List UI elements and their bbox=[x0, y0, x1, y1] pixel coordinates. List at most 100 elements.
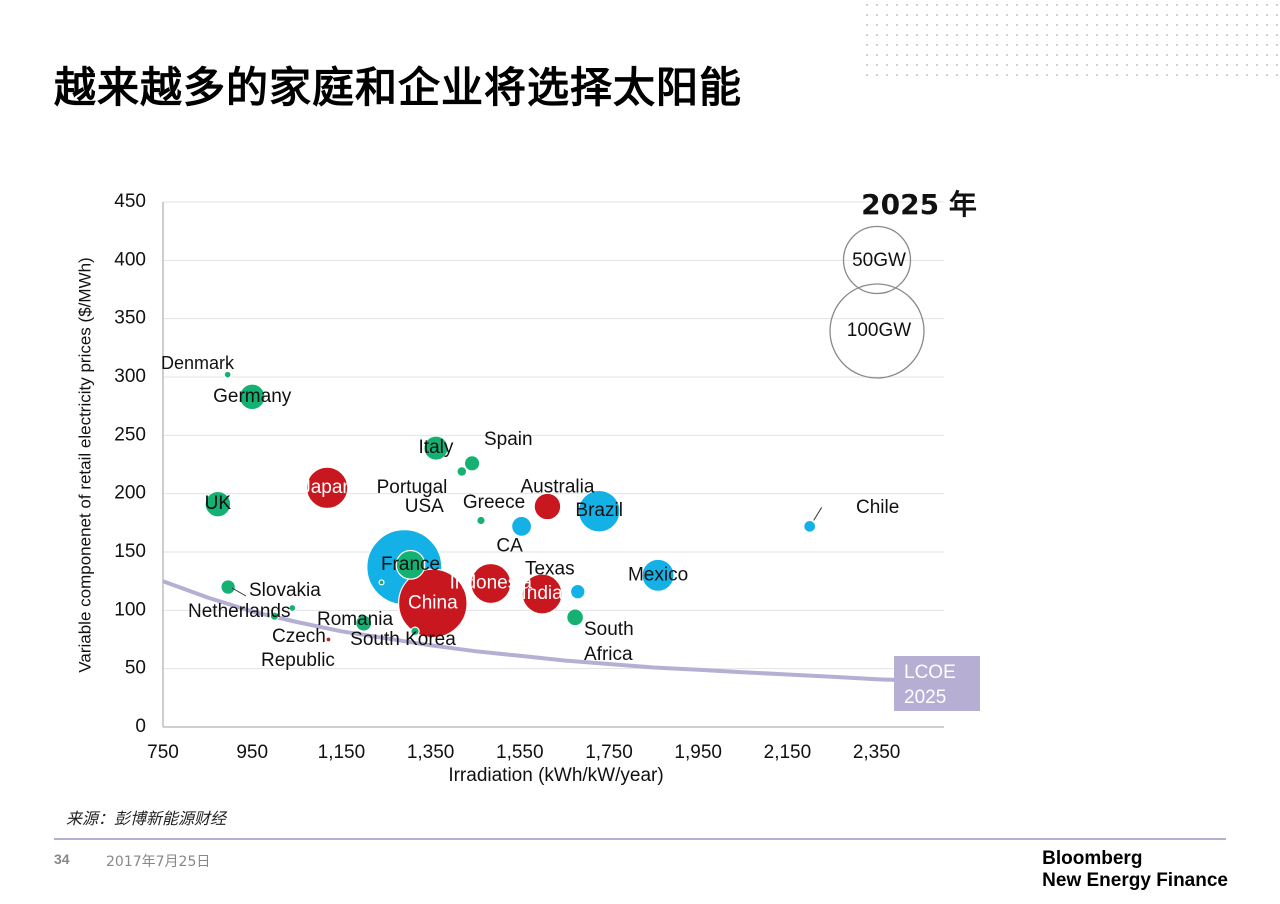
bubble-south-korea bbox=[410, 626, 420, 637]
slovakia-leader bbox=[231, 587, 247, 597]
chart-title: 2025 年 bbox=[861, 188, 977, 221]
bubble-south-africa bbox=[566, 608, 585, 627]
label-italy: Italy bbox=[419, 437, 454, 458]
bubble-mexico bbox=[641, 558, 675, 592]
legend-circle-50gw bbox=[842, 225, 912, 295]
x-tick-label: 1,350 bbox=[407, 742, 455, 763]
size-legend: 2025 年 50GW 100GW bbox=[829, 188, 977, 379]
footer-divider bbox=[54, 838, 1226, 840]
bubble-china bbox=[398, 568, 468, 639]
bubble-texas bbox=[569, 583, 586, 600]
x-axis-title: Irradiation (kWh/kW/year) bbox=[448, 765, 663, 786]
label-japan: Japan bbox=[301, 477, 353, 498]
x-tick-label: 2,150 bbox=[764, 742, 812, 763]
chile-leader bbox=[813, 507, 823, 521]
label-australia: Australia bbox=[520, 477, 594, 498]
bubble-small2 bbox=[378, 579, 385, 586]
bubble-slovakia bbox=[220, 579, 236, 595]
legend-label-100gw: 100GW bbox=[847, 320, 911, 341]
bubble-denmark bbox=[223, 370, 232, 379]
footer-date: 2017年7月25日 bbox=[106, 854, 211, 870]
x-tick-label: 950 bbox=[236, 742, 268, 763]
label-czech-republic: Czech bbox=[272, 626, 326, 647]
label-south-korea: South Korea bbox=[350, 629, 456, 650]
label-germany: Germany bbox=[213, 386, 292, 407]
label-romania: Romania bbox=[317, 609, 393, 630]
label-slovakia: Slovakia bbox=[249, 580, 321, 601]
label-south-africa-2: Africa bbox=[584, 644, 633, 665]
label-france: France bbox=[381, 554, 440, 575]
label-usa: USA bbox=[405, 496, 444, 517]
lcoe-curve-group: LCOE 2025 bbox=[162, 579, 980, 711]
y-tick-label: 250 bbox=[114, 424, 146, 445]
lcoe-curve bbox=[162, 579, 944, 685]
label-uk: UK bbox=[205, 493, 232, 514]
y-tick-label: 50 bbox=[125, 658, 146, 679]
y-axis-title: Variable componenet of retail electricit… bbox=[75, 257, 94, 672]
brand-line-2: New Energy Finance bbox=[1042, 870, 1228, 891]
chart-grid bbox=[163, 201, 944, 670]
x-tick-label: 1,950 bbox=[674, 742, 722, 763]
y-tick-label: 100 bbox=[114, 599, 146, 620]
decorative-dot-pattern bbox=[862, 0, 1280, 82]
bubble-portugal bbox=[456, 466, 468, 477]
bubble-japan bbox=[305, 466, 349, 510]
label-brazil: Brazil bbox=[575, 500, 623, 521]
label-mexico: Mexico bbox=[628, 564, 688, 585]
bubble-greece bbox=[476, 515, 486, 526]
x-tick-label: 1,150 bbox=[318, 742, 366, 763]
chart-axes: 0 50 100 150 200 250 300 350 400 450 750 950 1,150 1,… bbox=[75, 191, 944, 786]
bubble-indonesia bbox=[470, 562, 512, 605]
label-china: China bbox=[408, 592, 458, 613]
x-tick-label: 2,350 bbox=[853, 742, 901, 763]
legend-label-50gw: 50GW bbox=[852, 250, 906, 271]
bubble-netherlands bbox=[288, 603, 297, 613]
label-czech-republic-2: Republic bbox=[261, 650, 335, 671]
bubble-germany bbox=[238, 383, 266, 411]
x-tick-label: 1,750 bbox=[585, 742, 633, 763]
bubble-india bbox=[521, 573, 563, 615]
label-ca: CA bbox=[496, 535, 523, 556]
label-south-africa: South bbox=[584, 619, 634, 640]
page-title: 越来越多的家庭和企业将选择太阳能 bbox=[54, 63, 743, 112]
y-tick-label: 400 bbox=[114, 249, 146, 270]
bubble-small1 bbox=[269, 611, 280, 621]
lcoe-label: LCOE bbox=[904, 662, 956, 683]
bubble-france bbox=[395, 549, 426, 580]
y-tick-label: 200 bbox=[114, 483, 146, 504]
bubble-romania bbox=[355, 614, 373, 632]
bubble-czech-republic bbox=[325, 636, 332, 643]
label-chile: Chile bbox=[856, 497, 899, 518]
bubble-ca bbox=[511, 515, 533, 537]
bubble-brazil bbox=[577, 489, 621, 533]
bubble-italy bbox=[423, 435, 449, 461]
y-tick-label: 450 bbox=[114, 191, 146, 212]
lcoe-year-label: 2025 bbox=[904, 687, 946, 708]
bubble-uk bbox=[204, 490, 232, 518]
bubble-chile bbox=[803, 519, 817, 533]
source-note: 来源：彭博新能源财经 bbox=[66, 809, 227, 828]
brand-logo: Bloomberg New Energy Finance bbox=[1042, 848, 1228, 892]
label-greece: Greece bbox=[463, 492, 525, 513]
label-texas: Texas bbox=[525, 559, 575, 580]
label-netherlands: Netherlands bbox=[188, 601, 290, 622]
legend-circle-100gw bbox=[829, 283, 925, 379]
y-tick-label: 350 bbox=[114, 308, 146, 329]
bubble-spain bbox=[463, 455, 481, 472]
label-portugal: Portugal bbox=[377, 477, 448, 498]
y-tick-label: 0 bbox=[135, 716, 146, 737]
page-number: 34 bbox=[54, 851, 70, 867]
label-denmark: Denmark bbox=[161, 353, 235, 373]
x-tick-label: 750 bbox=[147, 742, 179, 763]
bubble-australia bbox=[533, 492, 562, 521]
y-tick-label: 150 bbox=[114, 541, 146, 562]
label-indonesia: Indonesia bbox=[450, 573, 533, 594]
y-tick-label: 300 bbox=[114, 366, 146, 387]
brand-line-1: Bloomberg bbox=[1042, 848, 1143, 869]
label-india: India bbox=[521, 583, 563, 604]
x-tick-label: 1,550 bbox=[496, 742, 544, 763]
lcoe-label-box bbox=[894, 656, 980, 711]
label-spain: Spain bbox=[484, 429, 533, 450]
bubble-group bbox=[204, 370, 817, 643]
